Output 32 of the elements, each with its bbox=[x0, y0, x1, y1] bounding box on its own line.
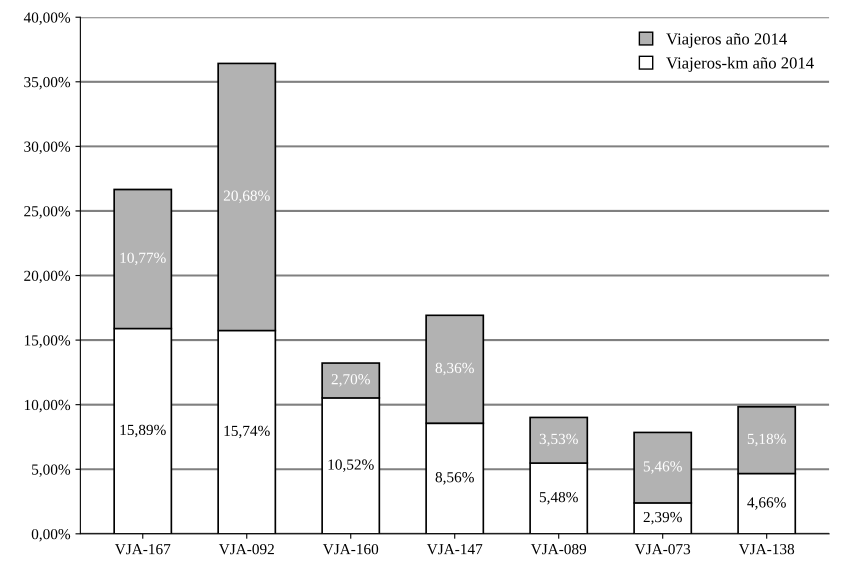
y-tick-label: 20,00% bbox=[24, 270, 70, 284]
x-tick-label: VJA-073 bbox=[634, 544, 690, 554]
data-label: 8,36% bbox=[436, 362, 474, 376]
y-tick-label: 30,00% bbox=[24, 142, 70, 154]
data-label: 20,68% bbox=[224, 190, 270, 204]
data-label: 10,52% bbox=[328, 459, 374, 472]
data-label: 10,77% bbox=[120, 252, 166, 266]
data-label: 15,89% bbox=[120, 424, 166, 438]
legend-label: Viajeros año 2014 bbox=[666, 33, 787, 48]
y-tick-label: 25,00% bbox=[24, 206, 70, 219]
y-tick-label: 10,00% bbox=[24, 400, 70, 412]
data-label: 4,66% bbox=[747, 497, 786, 510]
data-label: 8,56% bbox=[436, 472, 474, 485]
y-tick-label: 5,00% bbox=[32, 464, 70, 477]
x-tick-label: VJA-160 bbox=[322, 544, 378, 554]
y-tick-label: 40,00% bbox=[24, 12, 70, 25]
x-tick-label: VJA-092 bbox=[218, 544, 274, 554]
data-label: 5,18% bbox=[748, 434, 786, 446]
data-label: 15,74% bbox=[224, 426, 270, 438]
x-tick-label: VJA-138 bbox=[738, 544, 794, 554]
data-label: 5,48% bbox=[540, 492, 578, 504]
x-tick-label: VJA-147 bbox=[426, 544, 482, 554]
x-tick-label: VJA-089 bbox=[530, 544, 586, 554]
y-tick-label: 15,00% bbox=[24, 335, 70, 348]
y-tick-label: 35,00% bbox=[24, 76, 70, 90]
legend-label: Viajeros-km año 2014 bbox=[666, 56, 814, 72]
data-label: 5,46% bbox=[644, 461, 682, 474]
data-label: 2,70% bbox=[332, 374, 370, 387]
x-tick-label: VJA-167 bbox=[114, 544, 170, 554]
data-label: 2,39% bbox=[644, 512, 682, 524]
data-label: 3,53% bbox=[540, 434, 578, 446]
y-tick-label: 0,00% bbox=[32, 528, 70, 542]
